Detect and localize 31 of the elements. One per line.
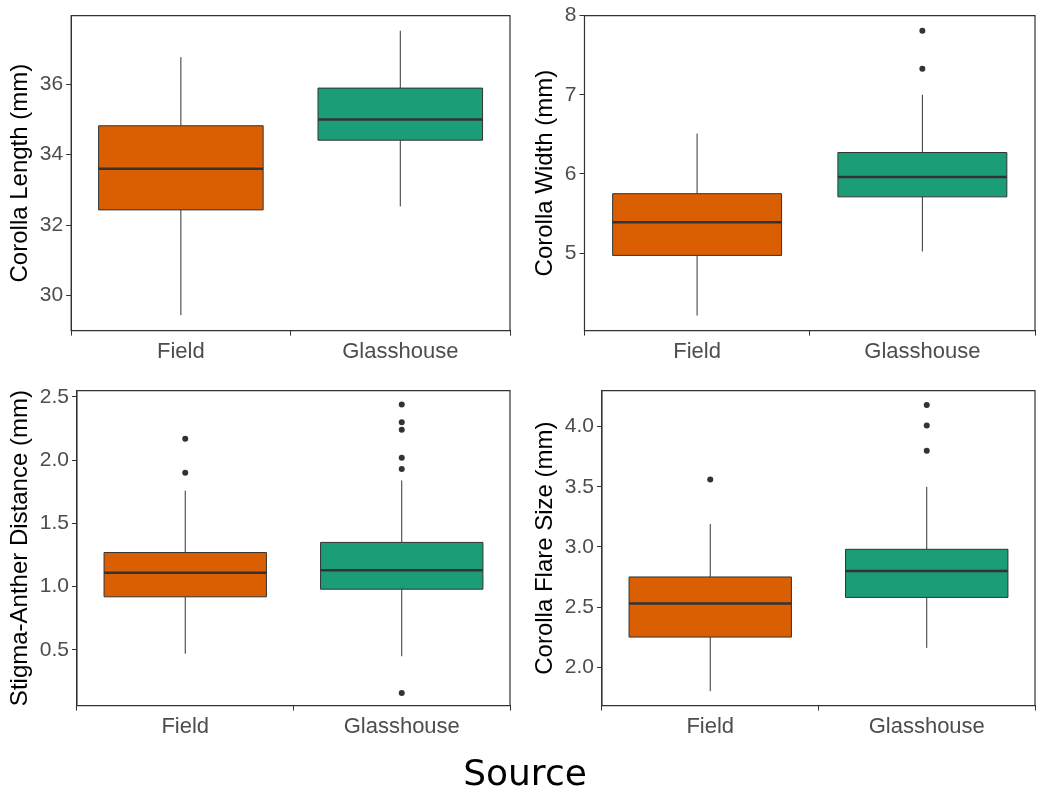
x-tick-label: Glasshouse — [864, 337, 981, 363]
y-tick-label: 3.0 — [564, 533, 594, 557]
y-axis-title: Corolla Width (mm) — [530, 69, 558, 277]
x-tick-label: Field — [157, 337, 205, 363]
y-tick-label: 1.0 — [39, 573, 69, 597]
y-tick-label: 5 — [564, 239, 577, 263]
y-axis-title: Corolla Flare Size (mm) — [530, 421, 558, 675]
x-tick-label: Glasshouse — [868, 712, 985, 738]
y-tick-label: 6 — [564, 160, 577, 184]
y-tick-label: 34 — [39, 141, 64, 165]
y-tick-label: 2.0 — [564, 653, 594, 677]
x-tick-label: Field — [673, 337, 721, 363]
x-tick-label: Glasshouse — [342, 337, 459, 363]
x-tick-label: Field — [686, 712, 735, 738]
x-tick-label: Glasshouse — [343, 712, 460, 738]
x-tick-label: Field — [161, 712, 210, 738]
y-axis-title: Corolla Length (mm) — [5, 63, 33, 283]
x-axis-title: Source — [463, 752, 587, 793]
y-tick-label: 2.5 — [39, 383, 69, 407]
y-tick-label: 32 — [39, 211, 64, 235]
y-tick-label: 36 — [39, 71, 64, 95]
y-axis-title: Stigma-Anther Distance (mm) — [5, 390, 33, 707]
y-tick-label: 2.0 — [39, 446, 69, 470]
y-tick-label: 7 — [564, 81, 577, 105]
y-tick-label: 3.5 — [564, 473, 594, 497]
y-tick-label: 30 — [39, 282, 64, 306]
y-tick-label: 0.5 — [39, 636, 69, 660]
y-tick-label: 4.0 — [564, 413, 594, 437]
y-tick-label: 8 — [564, 2, 577, 26]
y-tick-label: 2.5 — [564, 593, 594, 617]
y-tick-label: 1.5 — [39, 510, 69, 534]
